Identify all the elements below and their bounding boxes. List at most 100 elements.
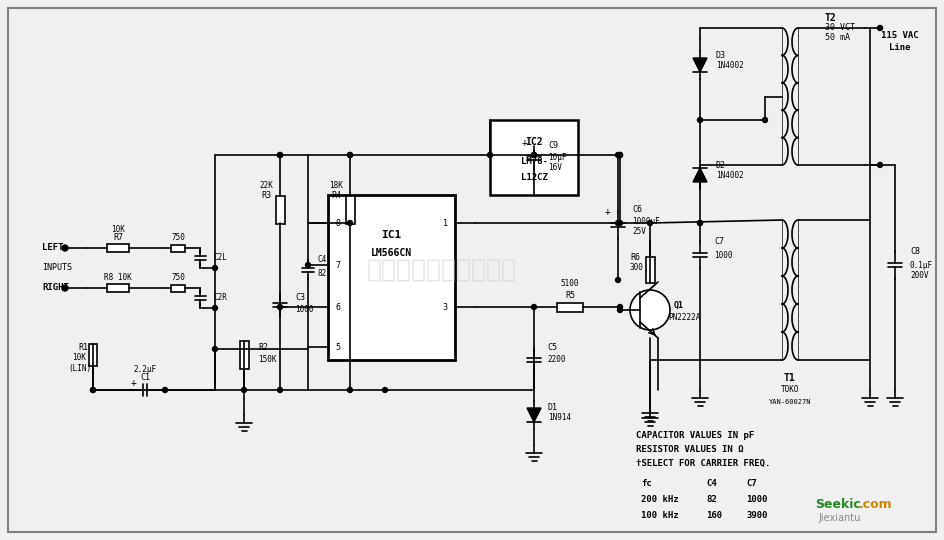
Text: R7: R7 [113,233,123,242]
Polygon shape [693,58,707,72]
Circle shape [162,388,167,393]
Text: LM566CN: LM566CN [371,248,413,258]
Text: D2: D2 [716,160,726,170]
Text: R6: R6 [630,253,640,262]
Text: 3900: 3900 [746,510,767,519]
Text: C4: C4 [706,478,716,488]
Circle shape [531,305,536,309]
Text: 25V: 25V [632,227,646,237]
Circle shape [62,245,68,251]
Circle shape [487,152,493,158]
Text: (LIN): (LIN) [68,363,92,373]
Polygon shape [527,408,541,422]
Circle shape [278,152,282,158]
Text: C2R: C2R [213,294,227,302]
Bar [646,257,654,283]
Text: T2: T2 [825,13,836,23]
Circle shape [62,285,68,291]
Circle shape [615,220,620,226]
Text: 160: 160 [706,510,722,519]
Text: 2.2µF: 2.2µF [133,366,157,375]
Text: IC2: IC2 [525,137,543,147]
Text: T1: T1 [784,373,796,383]
Text: LM78-: LM78- [520,158,548,166]
Text: 200 kHz: 200 kHz [641,495,679,503]
Circle shape [242,388,246,393]
Text: 8: 8 [335,219,341,227]
Text: R2: R2 [258,343,268,353]
Bar [276,196,284,224]
Polygon shape [693,168,707,182]
Text: †SELECT FOR CARRIER FREQ.: †SELECT FOR CARRIER FREQ. [636,458,770,468]
Circle shape [347,388,352,393]
Circle shape [278,152,282,158]
Text: .com: .com [859,498,893,511]
Text: INPUTS: INPUTS [42,264,72,273]
Circle shape [91,388,95,393]
Text: 1N914: 1N914 [548,414,571,422]
Circle shape [531,152,536,158]
Text: 16V: 16V [548,163,562,172]
Text: 1000µF: 1000µF [632,218,660,226]
Text: 200V: 200V [910,271,929,280]
Text: +: + [605,207,611,217]
Text: 1: 1 [443,219,447,227]
Text: 杭州烙睿科技有限公司: 杭州烙睿科技有限公司 [367,258,517,282]
Text: 0.1µF: 0.1µF [910,260,933,269]
Circle shape [698,220,702,226]
Text: 10K: 10K [111,225,125,233]
Circle shape [617,305,622,309]
Text: 150K: 150K [258,355,277,364]
Text: C7: C7 [714,238,724,246]
Text: PN2222A: PN2222A [668,314,700,322]
Circle shape [698,118,702,123]
Text: 2200: 2200 [547,355,565,364]
Text: 750: 750 [171,273,185,282]
Text: 750: 750 [171,233,185,242]
Circle shape [878,163,883,167]
Text: 1N4002: 1N4002 [716,171,744,179]
Circle shape [278,305,282,309]
Text: CAPACITOR VALUES IN pF: CAPACITOR VALUES IN pF [636,430,754,440]
Text: 18K: 18K [329,181,343,191]
Bar [557,302,583,312]
Text: 1000: 1000 [714,251,733,260]
Circle shape [91,388,95,393]
Text: 82: 82 [318,268,328,278]
Bar [171,285,185,292]
Text: 1000: 1000 [746,495,767,503]
Text: C8: C8 [910,247,920,256]
Circle shape [763,118,767,123]
Text: 5: 5 [335,342,341,352]
Text: TOKO: TOKO [781,386,800,395]
Text: D1: D1 [548,403,558,413]
Text: L12CZ: L12CZ [520,172,548,181]
Circle shape [698,220,702,226]
Text: +: + [131,378,137,388]
Text: Line: Line [889,44,911,52]
Text: Jiexiantu: Jiexiantu [818,513,860,523]
Text: RESISTOR VALUES IN Ω: RESISTOR VALUES IN Ω [636,444,744,454]
Circle shape [878,25,883,30]
Circle shape [212,306,217,310]
Text: RIGHT: RIGHT [42,284,69,293]
Text: C7: C7 [746,478,757,488]
Bar [107,284,129,292]
Text: 300: 300 [630,262,644,272]
Text: C1: C1 [140,374,150,382]
Circle shape [347,152,352,158]
Bar [328,195,455,360]
Text: 3: 3 [443,302,447,312]
Text: IC1: IC1 [381,230,401,240]
Circle shape [347,220,352,226]
Text: 115 VAC: 115 VAC [881,31,919,40]
Text: C6: C6 [632,206,642,214]
Bar [240,341,248,369]
Circle shape [617,152,622,158]
Circle shape [617,220,622,226]
Text: 10µF: 10µF [548,152,566,161]
Circle shape [615,278,620,282]
Circle shape [615,152,620,158]
Circle shape [617,307,622,313]
Text: 100 kHz: 100 kHz [641,510,679,519]
